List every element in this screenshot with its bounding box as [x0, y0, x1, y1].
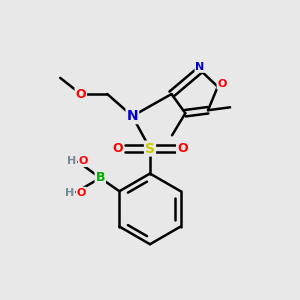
Text: O: O [79, 156, 88, 166]
Text: N: N [127, 109, 138, 123]
Text: N: N [195, 62, 205, 72]
Text: H: H [67, 156, 76, 166]
Text: O: O [77, 188, 86, 198]
Text: O: O [112, 142, 123, 155]
Text: O: O [76, 88, 86, 100]
Text: O: O [218, 79, 227, 89]
Text: S: S [145, 142, 155, 155]
Text: B: B [95, 172, 105, 184]
Text: O: O [177, 142, 188, 155]
Text: H: H [65, 188, 74, 198]
